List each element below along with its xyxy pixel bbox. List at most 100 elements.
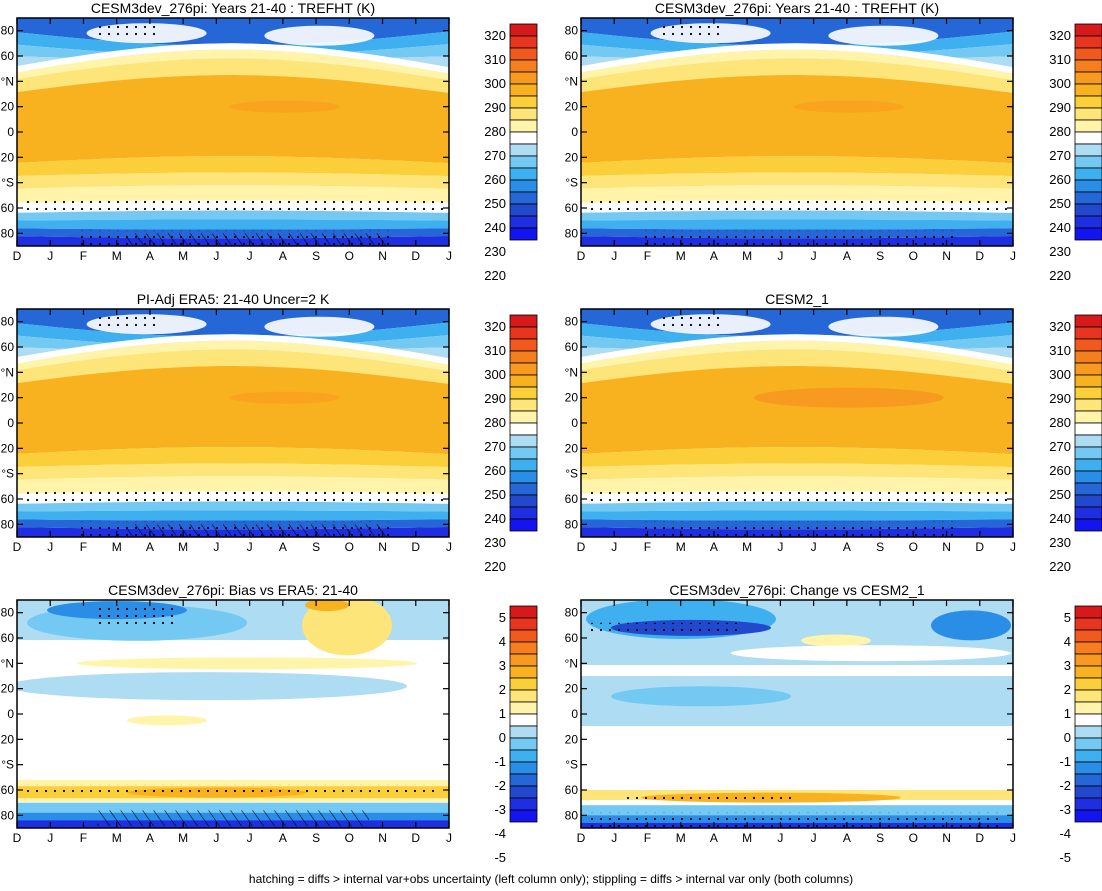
colorbar-swatch xyxy=(509,191,538,205)
y-tick-label: °N xyxy=(565,656,578,670)
colorbar-label: 320 xyxy=(1049,319,1071,334)
contour-band xyxy=(17,185,449,203)
colorbar-swatch xyxy=(509,338,538,352)
y-tick-label: 80 xyxy=(1,315,15,329)
x-tick-label: F xyxy=(644,540,651,554)
colorbar: 5 4 3 2 1 0 -1 -2 -3 -4 -5 xyxy=(1059,605,1102,865)
x-tick-label: J xyxy=(446,540,452,554)
chart-panel-6: CESM3dev_276pi: Change vs CESM2_1 80 60 °N 2… xyxy=(565,582,1016,845)
colorbar-label: 2 xyxy=(499,682,506,697)
stippling xyxy=(92,316,162,331)
colorbar-label: 5 xyxy=(499,610,506,625)
y-tick-label: 80 xyxy=(1,517,15,531)
contour-band xyxy=(17,210,449,221)
y-tick-label: °N xyxy=(565,365,578,379)
colorbar-swatch xyxy=(509,434,538,448)
x-tick-label: A xyxy=(279,540,287,554)
x-tick-label: J xyxy=(213,540,219,554)
stippling xyxy=(587,200,1007,213)
x-tick-label: F xyxy=(80,540,87,554)
y-tick-label: 20 xyxy=(1,100,15,114)
colorbar-swatch xyxy=(1074,314,1102,328)
y-tick-label: 20 xyxy=(1,150,15,164)
y-tick-label: 80 xyxy=(1,808,15,822)
colorbar-label: 250 xyxy=(1049,196,1071,211)
contour-band xyxy=(581,219,1013,230)
colorbar-swatch xyxy=(509,725,538,739)
colorbar-swatch xyxy=(509,95,538,109)
colorbar-label: 300 xyxy=(484,367,506,382)
colorbar-swatch xyxy=(509,398,538,412)
x-tick-label: S xyxy=(876,831,884,845)
stippling xyxy=(23,200,443,213)
contour-band xyxy=(581,334,1013,365)
colorbar-swatch xyxy=(509,386,538,400)
colorbar-swatch xyxy=(1074,386,1102,400)
colorbar-label: 300 xyxy=(1049,367,1071,382)
colorbar-swatch xyxy=(509,749,538,763)
x-tick-label: J xyxy=(811,540,817,554)
y-tick-label: 60 xyxy=(565,492,579,506)
colorbar-swatch xyxy=(1074,47,1102,61)
colorbar: 320 310 300 290 280 270 260 250 240 230 220 xyxy=(484,314,538,574)
x-tick-label: J xyxy=(247,831,253,845)
colorbar-swatch xyxy=(509,326,538,340)
colorbar-swatch xyxy=(1074,410,1102,424)
contour-band xyxy=(17,501,449,512)
stippling xyxy=(27,784,439,797)
heatmap-field xyxy=(581,309,1013,537)
x-tick-label: S xyxy=(312,540,320,554)
chart-title: CESM3dev_276pi: Change vs CESM2_1 xyxy=(669,582,924,598)
colorbar-swatch xyxy=(1074,653,1102,667)
colorbar-label: 220 xyxy=(484,559,506,574)
x-tick-label: D xyxy=(13,831,22,845)
y-tick-label: 60 xyxy=(565,201,579,215)
y-tick-label: 0 xyxy=(571,125,578,139)
colorbar-swatch xyxy=(1074,95,1102,109)
colorbar-swatch xyxy=(509,350,538,364)
colorbar-label: 0 xyxy=(1064,730,1071,745)
colorbar-swatch xyxy=(1074,665,1102,679)
x-tick-label: M xyxy=(178,831,188,845)
warm-core xyxy=(753,387,944,408)
y-tick-label: 20 xyxy=(565,441,579,455)
colorbar-label: 260 xyxy=(484,463,506,478)
colorbar-label: 310 xyxy=(484,52,506,67)
colorbar-swatch xyxy=(1074,470,1102,484)
colorbar-label: 1 xyxy=(499,706,506,721)
heatmap-field xyxy=(17,600,449,828)
x-tick-label: J xyxy=(777,831,783,845)
colorbar-label: 4 xyxy=(1064,634,1071,649)
x-tick-label: O xyxy=(345,831,354,845)
chart-panel-3: PI-Adj ERA5: 21-40 Uncer=2 K 80 60 °N 20 0 20 °… xyxy=(1,291,452,554)
colorbar-swatch xyxy=(1074,362,1102,376)
colorbar-swatch xyxy=(509,605,538,619)
contour-band xyxy=(581,340,1013,371)
contour-band xyxy=(581,476,1013,494)
figure-caption: hatching = diffs > internal var+obs unce… xyxy=(248,872,854,886)
colorbar: 320 310 300 290 280 270 260 250 240 230 220 xyxy=(1049,23,1102,283)
colorbar-swatch xyxy=(509,107,538,121)
contour-band xyxy=(17,366,449,455)
x-tick-label: O xyxy=(909,249,918,263)
hatching xyxy=(97,810,369,827)
x-tick-label: J xyxy=(811,831,817,845)
x-tick-label: J xyxy=(1010,831,1016,845)
contour-band xyxy=(581,447,1013,468)
colorbar: 320 310 300 290 280 270 260 250 240 230 220 xyxy=(1049,314,1102,574)
y-tick-label: 20 xyxy=(565,391,579,405)
y-tick-label: 60 xyxy=(565,49,579,63)
x-tick-label: J xyxy=(446,831,452,845)
contour-band xyxy=(17,340,449,371)
contour-band xyxy=(17,75,449,164)
contour-band xyxy=(581,366,1013,455)
stippling xyxy=(656,25,726,40)
x-tick-label: S xyxy=(312,249,320,263)
x-tick-label: D xyxy=(577,249,586,263)
x-tick-label: D xyxy=(975,831,984,845)
x-tick-label: F xyxy=(644,831,651,845)
colorbar-swatch xyxy=(509,458,538,472)
colorbar-swatch xyxy=(509,422,538,436)
x-tick-label: A xyxy=(710,540,718,554)
y-tick-label: 20 xyxy=(1,732,15,746)
